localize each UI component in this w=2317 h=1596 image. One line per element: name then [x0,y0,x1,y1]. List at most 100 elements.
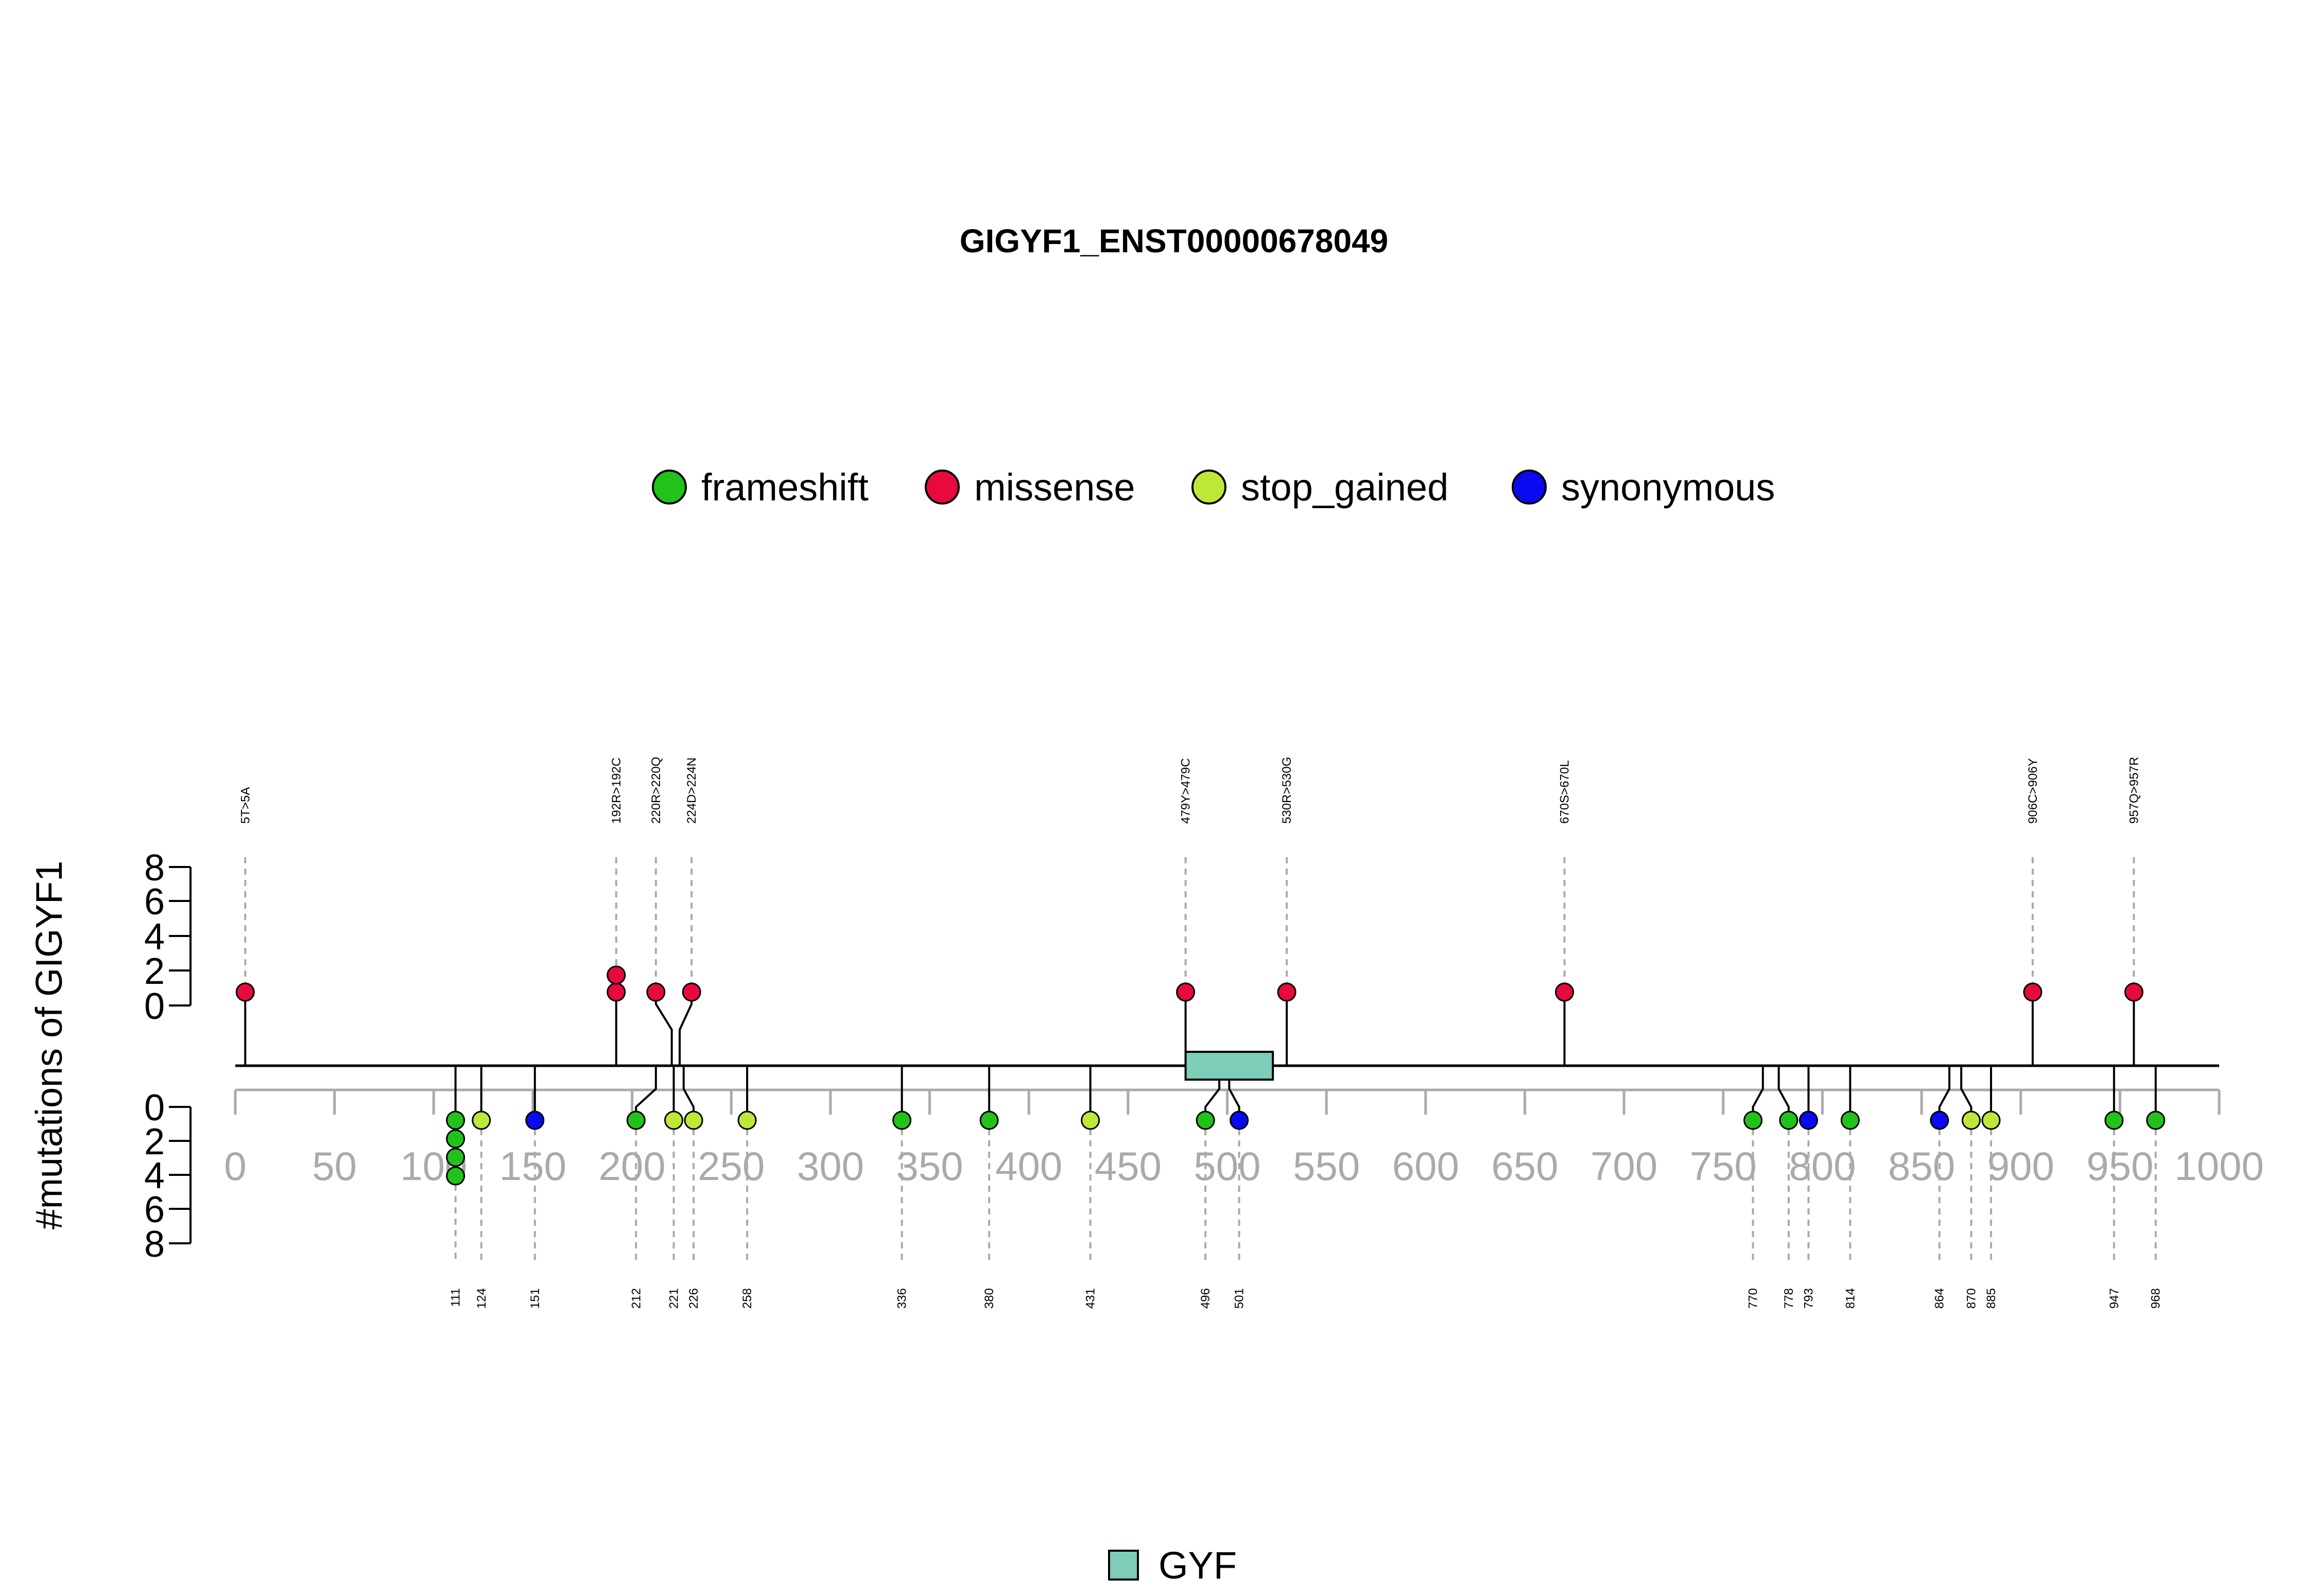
mutation-dot-missense [1555,982,1575,1002]
mutation-label: 778 [1782,1288,1796,1309]
legend-label-synonymous: synonymous [1561,466,1775,509]
mutation-dot-missense [2023,982,2043,1002]
legend-label-missense: missense [974,466,1135,509]
mutation-dot-frameshift [1743,1111,1763,1130]
upper-mutations: 5T>5A 192R>192C 220R>220Q 224D>224N 479Y>479… [235,757,2143,1066]
mutation-dot-missense [607,982,626,1002]
mutation-dot-missense [235,982,255,1002]
x-tick-label: 900 [1987,1143,2054,1189]
x-tick-label: 750 [1690,1143,1757,1189]
legend-marker-frameshift [652,470,687,505]
domain-track [235,1051,2219,1081]
mutation-dot-stop_gained [684,1111,703,1130]
domain-legend-label: GYF [1158,1544,1237,1587]
mutation-label: 501 [1233,1288,1247,1309]
mutation-dot-frameshift [1779,1111,1799,1130]
mutation-dot-frameshift [1840,1111,1860,1130]
domain-box-GYF [1184,1051,1274,1081]
mutation-dot-frameshift [446,1166,465,1186]
mutation-label: 212 [629,1288,643,1309]
legend-label-stop_gained: stop_gained [1241,466,1448,509]
y-tick-label-upper: 4 [144,916,165,958]
domain-legend: GYF [1108,1544,1237,1587]
mutation-label: 814 [1843,1288,1857,1309]
mutation-stem [654,992,673,1066]
mutation-dot-stop_gained [1961,1111,1981,1130]
mutation-dot-synonymous [1930,1111,1949,1130]
mutation-dot-stop_gained [1981,1111,2001,1130]
y-tick-label-lower: 0 [144,1087,165,1129]
x-tick-label: 600 [1392,1143,1459,1189]
mutation-dot-frameshift [446,1129,465,1149]
x-tick-label: 300 [797,1143,864,1189]
mutation-label: 479Y>479C [1179,758,1193,824]
y-tick-label-lower: 4 [144,1155,165,1196]
y-tick-label-upper: 2 [144,951,165,992]
x-tick-label: 400 [995,1143,1062,1189]
x-tick-label: 200 [599,1143,666,1189]
mutation-label: 224D>224N [685,757,699,824]
mutation-dot-synonymous [525,1111,545,1130]
x-tick-label: 250 [698,1143,765,1189]
mutation-dot-missense [607,965,626,985]
mutation-label: 221 [667,1288,681,1309]
legend-marker-synonymous [1512,470,1547,505]
legend-marker-stop_gained [1191,470,1226,505]
mutation-label: 957Q>957R [2127,757,2141,824]
mutation-label: 968 [2149,1288,2163,1309]
mutation-dot-missense [1176,982,1196,1002]
mutation-dot-stop_gained [737,1111,757,1130]
mutation-dot-missense [646,982,666,1002]
chart-title: GIGYF1_ENST00000678049 [960,222,1389,259]
mutation-label: 885 [1984,1288,1998,1309]
mutation-label: 226 [687,1288,701,1309]
mutation-label: 258 [740,1288,754,1309]
x-tick-label: 0 [224,1143,246,1189]
mutation-dot-frameshift [1196,1111,1215,1130]
mutation-dot-frameshift [979,1111,999,1130]
y-tick-label-lower: 8 [144,1224,165,1265]
domain-legend-swatch [1108,1550,1139,1581]
mutation-label: 670S>670L [1558,760,1572,824]
y-tick-label-upper: 6 [144,881,165,923]
x-tick-label: 550 [1293,1143,1360,1189]
y-axis-label: #mutations of GIGYF1 [29,861,70,1229]
mutation-dot-frameshift [446,1111,465,1130]
mutation-label: 336 [895,1288,909,1309]
mutation-label: 793 [1802,1288,1815,1309]
mutation-dot-frameshift [2146,1111,2166,1130]
mutation-label: 111 [449,1288,463,1307]
mutation-label: 431 [1084,1288,1098,1309]
x-tick-label: 950 [2086,1143,2153,1189]
mutation-dot-missense [682,982,701,1002]
y-tick-label-lower: 2 [144,1121,165,1163]
y-tick-label-upper: 0 [144,986,165,1027]
mutation-dot-missense [1277,982,1296,1002]
mutation-dot-frameshift [2104,1111,2124,1130]
mutation-dot-stop_gained [664,1111,684,1130]
mutation-dot-synonymous [1230,1111,1249,1130]
y-tick-label-lower: 6 [144,1189,165,1230]
x-axis: 0 50 100 150 200 250 300 350 400 450 500 550 600 650 7… [224,1088,2264,1189]
mutation-label: 530R>530G [1280,757,1294,824]
lower-mutations: 111 124 151 212 221 226 258 336 380 431 496 501 770 7… [446,1066,2166,1309]
mutation-dot-stop_gained [1081,1111,1100,1130]
mutation-label: 496 [1199,1288,1213,1309]
mutation-label: 380 [982,1288,996,1309]
mutation-label: 220R>220Q [649,757,663,824]
x-tick-label: 450 [1095,1143,1162,1189]
x-tick-label: 850 [1888,1143,1955,1189]
mutation-label: 864 [1933,1288,1947,1309]
mutation-dot-frameshift [446,1148,465,1167]
mutation-label: 770 [1747,1288,1760,1309]
mutation-dot-missense [2124,982,2143,1002]
mutation-dot-frameshift [892,1111,912,1130]
x-tick-label: 800 [1789,1143,1856,1189]
x-tick-label: 500 [1194,1143,1260,1189]
mutation-label: 906C>906Y [2026,758,2040,824]
mutation-label: 870 [1964,1288,1978,1309]
legend-marker-missense [925,470,960,505]
legend-label-frameshift: frameshift [701,466,869,509]
x-tick-label: 350 [896,1143,963,1189]
